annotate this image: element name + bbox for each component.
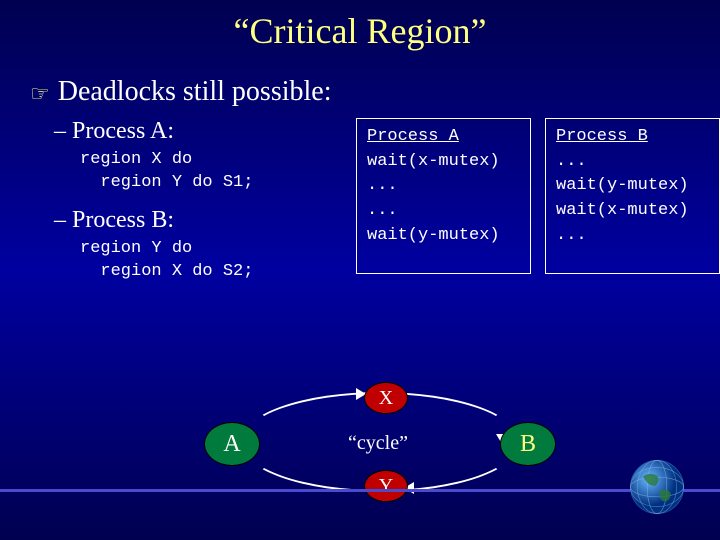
node-x: X xyxy=(364,382,408,414)
node-a: A xyxy=(204,422,260,466)
process-b-box: Process B ... wait(y-mutex) wait(x-mutex… xyxy=(545,118,720,274)
box-a-lines: wait(x-mutex) ... ... wait(y-mutex) xyxy=(367,152,500,245)
slide: “Critical Region” ☞ Deadlocks still possi… xyxy=(0,0,720,540)
right-boxes: Process A wait(x-mutex) ... ... wait(y-m… xyxy=(356,118,720,296)
process-b-code: region Y do region X do S2; xyxy=(80,238,340,284)
process-a-label-text: Process A: xyxy=(72,118,174,144)
node-a-label: A xyxy=(223,431,240,458)
node-y-label: Y xyxy=(379,475,393,498)
node-b-label: B xyxy=(520,431,536,458)
main-bullet: ☞ Deadlocks still possible: xyxy=(30,76,690,108)
process-b-label-text: Process B: xyxy=(72,207,174,233)
box-b-lines: ... wait(y-mutex) wait(x-mutex) ... xyxy=(556,152,689,245)
node-x-label: X xyxy=(379,387,393,410)
footer-divider xyxy=(0,489,720,492)
node-y: Y xyxy=(364,470,408,502)
dash-icon: – xyxy=(54,118,66,144)
cycle-label: “cycle” xyxy=(348,432,408,455)
bullet-icon: ☞ xyxy=(30,81,50,106)
box-a-heading: Process A xyxy=(367,127,459,146)
dash-icon: – xyxy=(54,207,66,233)
process-b-label: –Process B: xyxy=(54,207,340,234)
globe-icon xyxy=(622,452,692,522)
process-a-box: Process A wait(x-mutex) ... ... wait(y-m… xyxy=(356,118,531,274)
node-b: B xyxy=(500,422,556,466)
left-column: –Process A: region X do region Y do S1; … xyxy=(30,118,340,296)
process-a-code: region X do region Y do S1; xyxy=(80,149,340,195)
box-b-heading: Process B xyxy=(556,127,648,146)
content-columns: –Process A: region X do region Y do S1; … xyxy=(30,118,690,296)
main-bullet-text: Deadlocks still possible: xyxy=(58,76,332,107)
cycle-diagram: A B X Y “cycle” xyxy=(0,370,720,530)
slide-title: “Critical Region” xyxy=(30,10,690,52)
process-a-label: –Process A: xyxy=(54,118,340,145)
